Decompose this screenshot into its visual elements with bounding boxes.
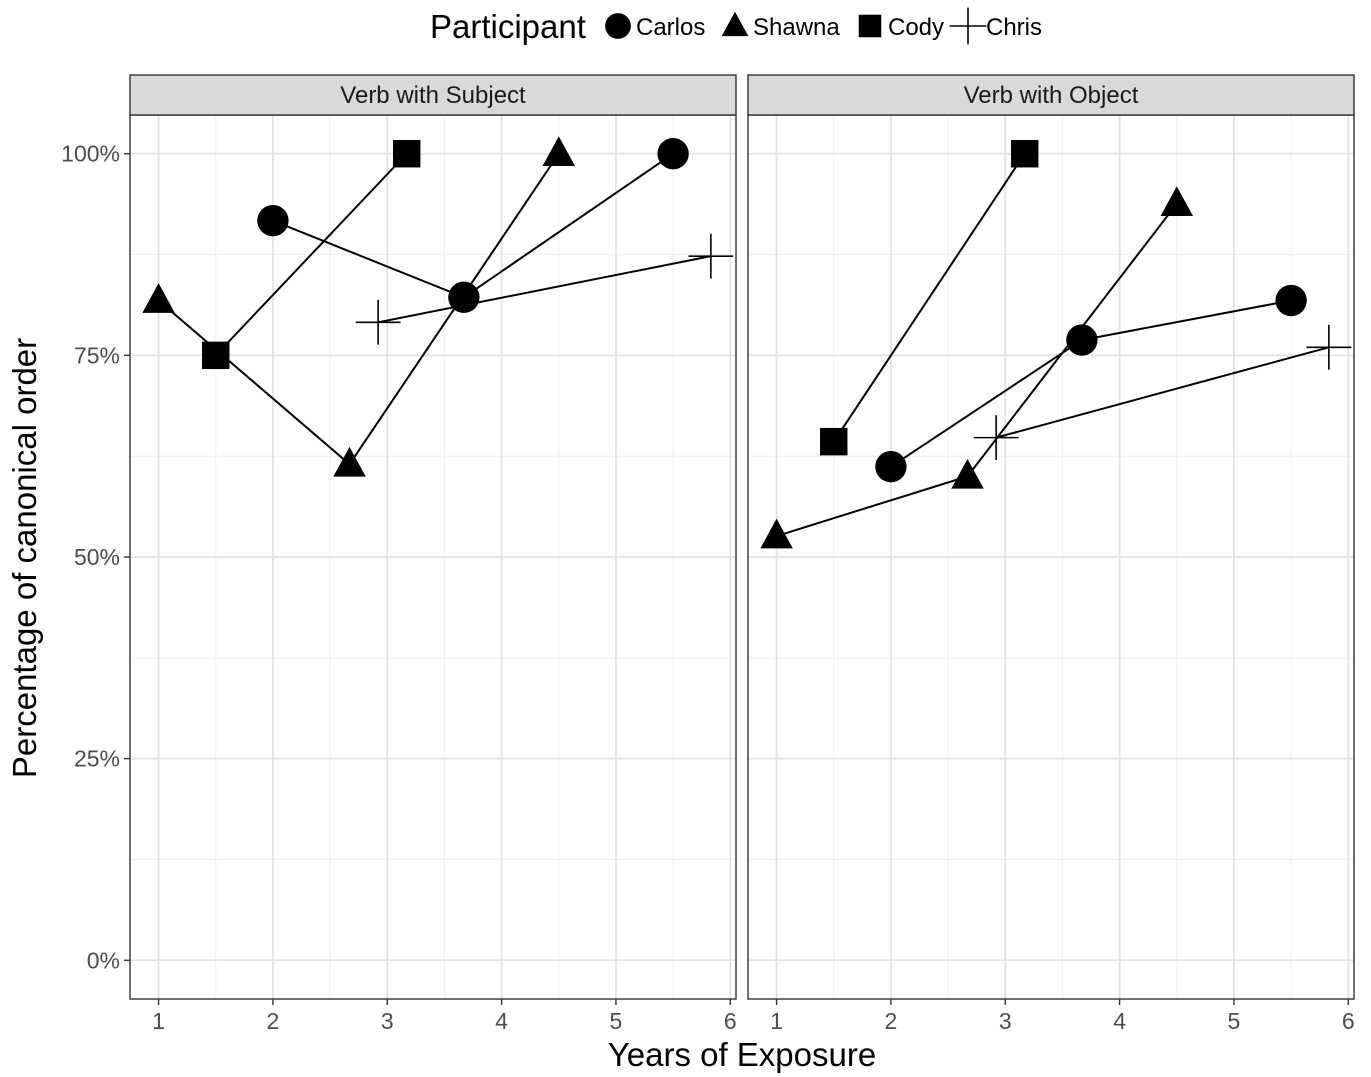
x-tick-label: 6 [1342, 1008, 1355, 1034]
series-cody [202, 139, 421, 370]
strip-label: Verb with Object [964, 82, 1139, 109]
legend-key-plus-icon [949, 7, 987, 45]
legend-label: Chris [986, 14, 1042, 41]
data-point-carlos [657, 138, 689, 170]
data-point-carlos [875, 450, 907, 483]
data-point-shawna [1160, 186, 1194, 217]
legend-label: Carlos [636, 14, 705, 41]
strip-background [747, 74, 1355, 116]
series-line-chris [995, 346, 1330, 439]
data-point-shawna [542, 136, 576, 167]
legend-item-chris: Chris [949, 7, 1042, 45]
x-tick-label: 1 [770, 1008, 783, 1034]
series-chris [973, 324, 1352, 461]
legend-label: Cody [888, 14, 944, 41]
data-point-shawna [142, 283, 175, 313]
data-point-chris [1306, 324, 1352, 370]
legend-title: Participant [430, 8, 586, 45]
strip-background [129, 74, 737, 116]
y-tick-label: 25% [74, 746, 120, 772]
legend-key-square-icon [858, 14, 882, 38]
data-point-cody [202, 341, 230, 370]
data-point-chris [688, 233, 734, 279]
x-tick-label: 6 [724, 1008, 737, 1034]
series-line-chris [377, 255, 712, 324]
x-tick-label: 2 [885, 1008, 898, 1034]
series-shawna [760, 186, 1194, 549]
legend: Participant Carlos Shawna Cody Chris [430, 7, 1042, 45]
legend-item-cody: Cody [858, 14, 944, 41]
data-point-shawna [760, 518, 793, 549]
panel-verb-with-subject: Verb with Subject 1 2 3 4 5 6 0% 25% 50% 75% 100% [61, 74, 737, 1034]
legend-key-triangle-icon [721, 11, 749, 37]
data-point-cody [820, 427, 848, 456]
x-tick-label: 5 [610, 1008, 623, 1034]
x-tick-label: 5 [1228, 1008, 1241, 1034]
panel-verb-with-object: Verb with Object 1 2 3 4 5 6 [747, 74, 1355, 1034]
y-axis-title: Percentage of canonical order [6, 338, 43, 778]
x-tick-label: 3 [381, 1008, 394, 1034]
series-line-cody [832, 153, 1026, 443]
strip-label: Verb with Subject [340, 82, 526, 109]
series-cody [820, 139, 1039, 456]
legend-key-circle-icon [605, 13, 631, 39]
x-tick-label: 4 [1113, 1008, 1126, 1034]
series-chris [355, 233, 734, 345]
data-point-carlos [1066, 324, 1098, 356]
x-axis-title: Years of Exposure [608, 1036, 876, 1073]
x-tick-label: 1 [152, 1008, 165, 1034]
series-line-cody [215, 153, 408, 357]
data-point-carlos [1275, 284, 1307, 317]
y-tick-label: 50% [74, 544, 120, 570]
data-point-cody [1010, 139, 1039, 168]
data-point-shawna [333, 446, 366, 477]
data-point-chris [973, 415, 1019, 461]
x-tick-label: 4 [495, 1008, 508, 1034]
data-point-cody [392, 139, 421, 168]
y-tick-label: 100% [61, 141, 120, 167]
legend-item-carlos: Carlos [605, 13, 705, 41]
x-tick-label: 3 [999, 1008, 1012, 1034]
legend-label: Shawna [753, 14, 840, 41]
legend-item-shawna: Shawna [721, 11, 840, 41]
series-carlos [875, 284, 1307, 483]
data-point-carlos [257, 204, 289, 237]
data-point-shawna [951, 458, 984, 489]
y-tick-label: 0% [87, 947, 120, 973]
data-point-chris [355, 299, 401, 345]
x-tick-label: 2 [267, 1008, 280, 1034]
y-tick-label: 75% [74, 342, 120, 368]
